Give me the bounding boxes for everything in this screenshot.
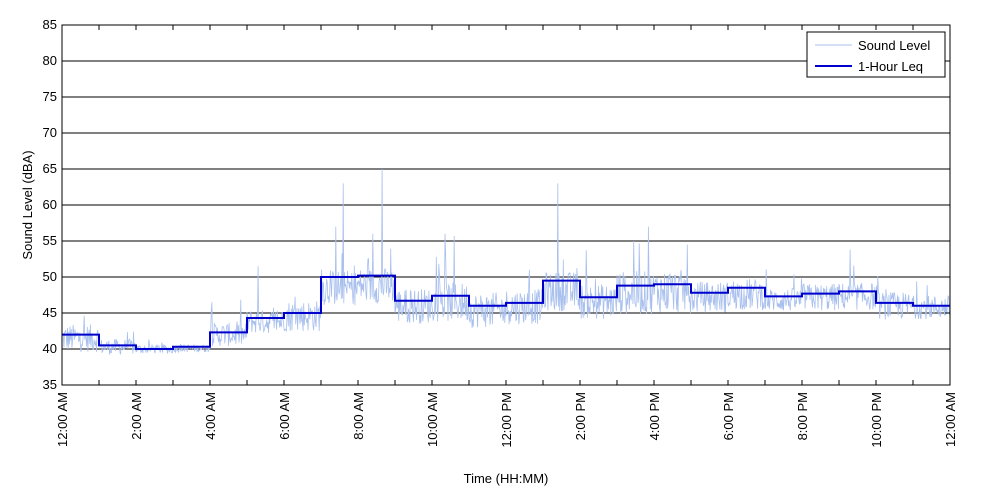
x-tick-label: 10:00 PM (869, 392, 884, 448)
y-tick-label: 35 (43, 377, 57, 392)
y-tick-label: 80 (43, 53, 57, 68)
y-tick-label: 45 (43, 305, 57, 320)
y-tick-label: 75 (43, 89, 57, 104)
x-tick-label: 12:00 AM (943, 392, 958, 447)
legend-label-sound-level: Sound Level (858, 38, 930, 53)
y-tick-label: 70 (43, 125, 57, 140)
y-tick-label: 60 (43, 197, 57, 212)
leq-step-line (62, 274, 950, 350)
leq-series (62, 274, 950, 350)
x-tick-label: 6:00 PM (721, 392, 736, 440)
y-axis-title: Sound Level (dBA) (20, 150, 35, 259)
x-tick-label: 4:00 AM (203, 392, 218, 440)
y-tick-label: 50 (43, 269, 57, 284)
y-axis-ticks: 35 40 45 50 55 60 65 70 75 80 85 (43, 17, 950, 392)
x-tick-label: 2:00 AM (129, 392, 144, 440)
legend-label-leq: 1-Hour Leq (858, 59, 923, 74)
x-axis-title: Time (HH:MM) (464, 471, 549, 486)
x-tick-label: 12:00 AM (55, 392, 70, 447)
y-tick-label: 85 (43, 17, 57, 32)
x-tick-label: 2:00 PM (573, 392, 588, 440)
x-tick-label: 6:00 AM (277, 392, 292, 440)
x-tick-label: 12:00 PM (499, 392, 514, 448)
legend: Sound Level 1-Hour Leq (806, 31, 946, 78)
x-tick-label: 8:00 PM (795, 392, 810, 440)
y-tick-label: 55 (43, 233, 57, 248)
x-tick-label: 10:00 AM (425, 392, 440, 447)
x-axis-ticks: 12:00 AM 2:00 AM 4:00 AM 6:00 AM 8:00 AM 10:0… (55, 25, 958, 448)
x-tick-label: 8:00 AM (351, 392, 366, 440)
y-tick-label: 65 (43, 161, 57, 176)
y-tick-label: 40 (43, 341, 57, 356)
x-tick-label: 4:00 PM (647, 392, 662, 440)
legend-box (806, 31, 946, 78)
